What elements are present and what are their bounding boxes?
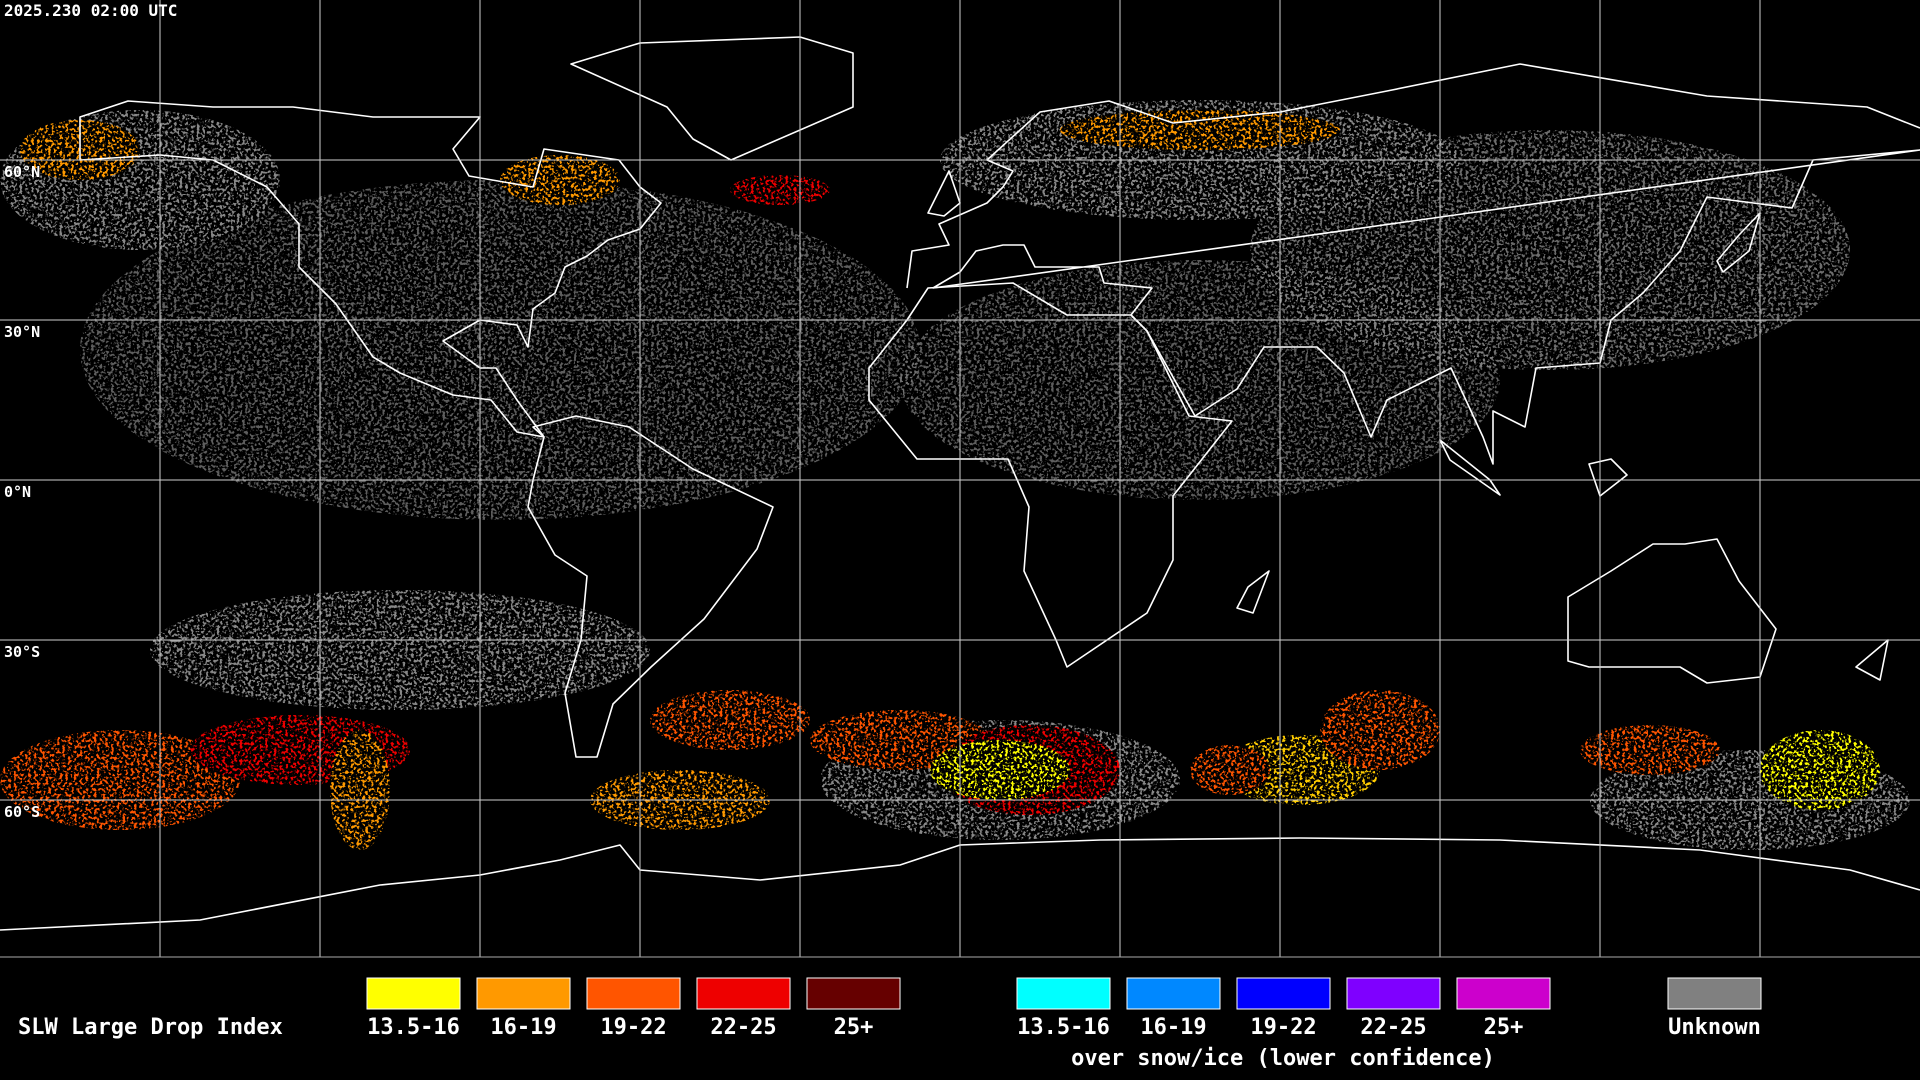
legend-swatch [366, 977, 461, 1010]
legend-label: 25+ [834, 1015, 874, 1040]
legend-label: 19-22 [1250, 1015, 1316, 1040]
legend-swatch [586, 977, 681, 1010]
legend-swatch [1236, 977, 1331, 1010]
legend-swatch [1346, 977, 1441, 1010]
legend-label: 19-22 [600, 1015, 666, 1040]
legend-label: 13.5-16 [367, 1015, 460, 1040]
legend-swatch [476, 977, 571, 1010]
legend-swatch [1456, 977, 1551, 1010]
legend-swatch [1126, 977, 1221, 1010]
snow-ice-caption: over snow/ice (lower confidence) [1071, 1046, 1495, 1071]
legend-label: 16-19 [490, 1015, 556, 1040]
legend-title: SLW Large Drop Index [18, 1015, 283, 1040]
latitude-label: 0°N [4, 483, 31, 501]
legend-panel [0, 957, 1920, 1080]
timestamp: 2025.230 02:00 UTC [4, 1, 177, 20]
legend-label: 16-19 [1140, 1015, 1206, 1040]
graticule [0, 0, 1920, 957]
legend-swatch [1016, 977, 1111, 1010]
legend-label: 25+ [1484, 1015, 1524, 1040]
legend-swatch [696, 977, 791, 1010]
legend-label: 22-25 [710, 1015, 776, 1040]
latitude-label: 60°N [4, 163, 40, 181]
legend-swatch [806, 977, 901, 1010]
latitude-label: 60°S [4, 803, 40, 821]
latitude-label: 30°N [4, 323, 40, 341]
latitude-label: 30°S [4, 643, 40, 661]
legend-label: 22-25 [1360, 1015, 1426, 1040]
legend-swatch [1667, 977, 1762, 1010]
legend-label: 13.5-16 [1017, 1015, 1110, 1040]
legend-label: Unknown [1668, 1015, 1761, 1040]
